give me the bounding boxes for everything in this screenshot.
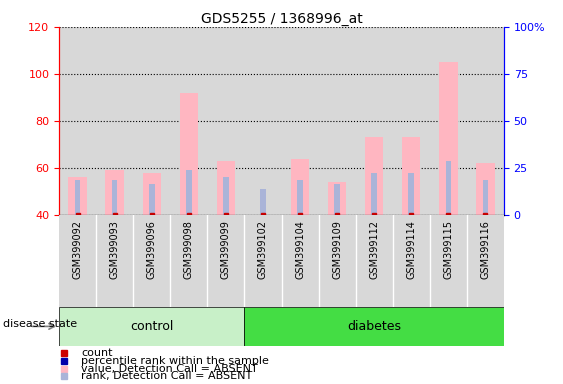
Text: GSM399099: GSM399099	[221, 220, 231, 278]
Bar	[180, 93, 198, 215]
Bar	[372, 173, 377, 215]
Text: GSM399092: GSM399092	[73, 220, 83, 279]
Bar	[467, 215, 504, 307]
Bar	[260, 189, 266, 215]
Bar	[171, 27, 207, 215]
Bar	[356, 215, 393, 307]
Text: GSM399109: GSM399109	[332, 220, 342, 278]
Bar	[393, 215, 430, 307]
Bar	[297, 180, 303, 215]
Bar	[430, 27, 467, 215]
Bar	[439, 62, 458, 215]
Text: control: control	[130, 320, 173, 333]
Text: rank, Detection Call = ABSENT: rank, Detection Call = ABSENT	[81, 371, 253, 381]
Bar	[112, 180, 118, 215]
Text: GSM399096: GSM399096	[147, 220, 157, 278]
Bar	[356, 27, 393, 215]
Bar	[59, 307, 244, 346]
Bar	[476, 163, 495, 215]
Text: GSM399093: GSM399093	[110, 220, 120, 278]
Bar	[105, 170, 124, 215]
Bar	[445, 161, 451, 215]
Text: GSM399098: GSM399098	[184, 220, 194, 278]
Text: diabetes: diabetes	[347, 320, 401, 333]
Bar	[282, 27, 319, 215]
Bar	[217, 161, 235, 215]
Bar	[59, 215, 96, 307]
Bar	[291, 159, 309, 215]
Bar	[244, 27, 282, 215]
Bar	[142, 173, 161, 215]
Bar	[393, 27, 430, 215]
Text: GSM399112: GSM399112	[369, 220, 379, 279]
Text: GSM399116: GSM399116	[480, 220, 490, 278]
Bar	[186, 170, 191, 215]
Bar	[96, 27, 133, 215]
Bar	[75, 180, 81, 215]
Bar	[319, 215, 356, 307]
Text: count: count	[81, 348, 113, 358]
Bar	[223, 177, 229, 215]
Bar	[207, 215, 244, 307]
Bar	[482, 180, 488, 215]
Bar	[68, 177, 87, 215]
Bar	[207, 27, 244, 215]
Text: GSM399102: GSM399102	[258, 220, 268, 279]
Title: GDS5255 / 1368996_at: GDS5255 / 1368996_at	[200, 12, 363, 26]
Text: GSM399104: GSM399104	[295, 220, 305, 278]
Bar	[171, 215, 207, 307]
Bar	[402, 137, 421, 215]
Bar	[133, 27, 171, 215]
Bar	[328, 182, 346, 215]
Bar	[244, 215, 282, 307]
Bar	[365, 137, 383, 215]
Text: GSM399115: GSM399115	[443, 220, 453, 279]
Bar	[467, 27, 504, 215]
Text: disease state: disease state	[3, 319, 77, 329]
Bar	[244, 307, 504, 346]
Bar	[334, 184, 340, 215]
Bar	[430, 215, 467, 307]
Text: value, Detection Call = ABSENT: value, Detection Call = ABSENT	[81, 364, 258, 374]
Bar	[133, 215, 171, 307]
Bar	[408, 173, 414, 215]
Text: GSM399114: GSM399114	[406, 220, 416, 278]
Text: percentile rank within the sample: percentile rank within the sample	[81, 356, 269, 366]
Bar	[96, 215, 133, 307]
Bar	[282, 215, 319, 307]
Bar	[319, 27, 356, 215]
Bar	[59, 27, 96, 215]
Bar	[149, 184, 155, 215]
